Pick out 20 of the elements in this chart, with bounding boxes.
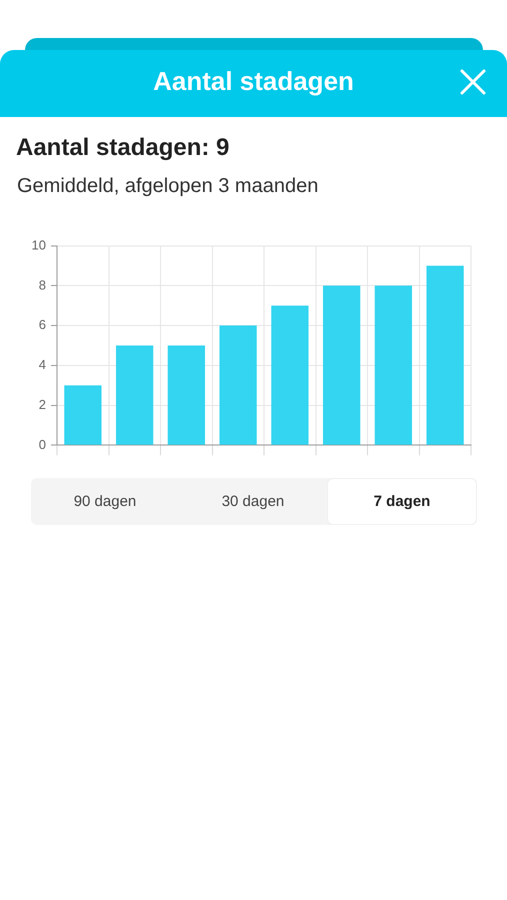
y-tick-label: 6 xyxy=(38,317,46,332)
bar xyxy=(219,326,257,445)
bar xyxy=(426,266,464,445)
header-bar: Aantal stadagen xyxy=(0,50,507,117)
selected-tab[interactable]: 7 dagen xyxy=(327,478,477,525)
bar xyxy=(374,286,412,445)
tab[interactable]: 90 dagen xyxy=(31,478,179,525)
bar xyxy=(168,346,206,445)
y-tick-label: 8 xyxy=(38,277,46,292)
tab[interactable]: 30 dagen xyxy=(179,478,327,525)
chart-subtitle: Gemiddeld, afgelopen 3 maanden xyxy=(17,174,318,198)
y-tick-label: 2 xyxy=(38,396,46,412)
bar xyxy=(116,346,154,445)
y-tick-label: 0 xyxy=(38,436,46,452)
bar xyxy=(322,286,360,445)
y-tick-label: 4 xyxy=(38,357,46,372)
bar xyxy=(271,306,309,445)
bar xyxy=(64,385,102,445)
chart-title: Aantal stadagen: 9 xyxy=(16,134,230,162)
y-tick-label: 10 xyxy=(32,237,46,252)
